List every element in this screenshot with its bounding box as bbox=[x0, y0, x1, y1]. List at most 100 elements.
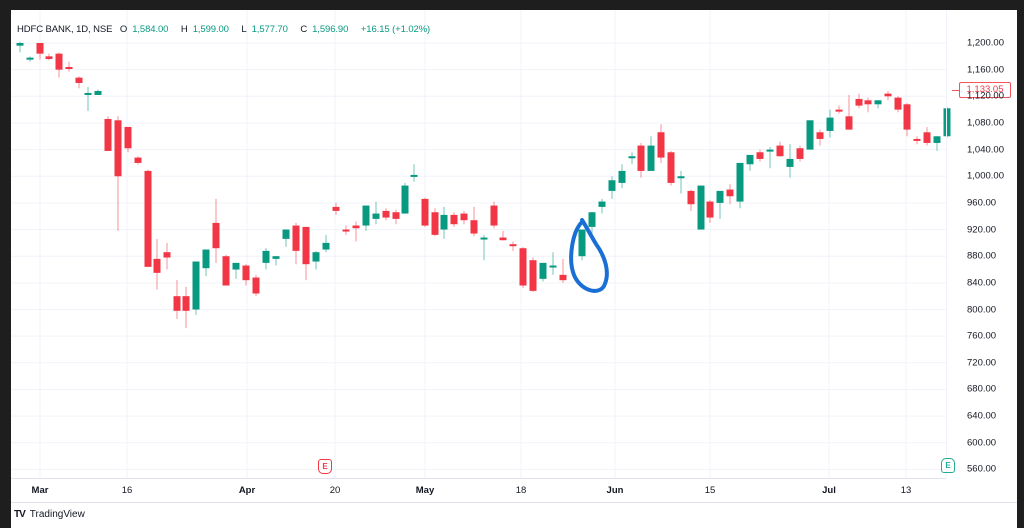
candle[interactable] bbox=[835, 105, 843, 114]
price-tick-label: 1,040.00 bbox=[967, 144, 1004, 156]
candle[interactable] bbox=[192, 261, 200, 315]
candle[interactable] bbox=[578, 229, 586, 261]
candle[interactable] bbox=[450, 212, 458, 227]
candle[interactable] bbox=[736, 162, 744, 209]
candle[interactable] bbox=[144, 169, 152, 267]
candle[interactable] bbox=[786, 144, 794, 178]
candle[interactable] bbox=[212, 198, 220, 263]
candle[interactable] bbox=[392, 209, 400, 225]
candle[interactable] bbox=[440, 206, 448, 239]
candle[interactable] bbox=[687, 189, 695, 211]
candle[interactable] bbox=[312, 250, 320, 270]
candle[interactable] bbox=[104, 116, 112, 151]
candle[interactable] bbox=[202, 249, 210, 277]
candle[interactable] bbox=[706, 200, 714, 223]
tradingview-logo-icon: TV bbox=[14, 509, 26, 520]
candle[interactable] bbox=[628, 152, 636, 165]
candle[interactable] bbox=[322, 234, 330, 253]
candle[interactable] bbox=[114, 116, 122, 231]
candle[interactable] bbox=[94, 89, 102, 95]
candle[interactable] bbox=[716, 190, 724, 219]
candle[interactable] bbox=[933, 136, 941, 151]
candle[interactable] bbox=[173, 280, 181, 319]
candle[interactable] bbox=[163, 242, 171, 270]
candle[interactable] bbox=[382, 208, 390, 221]
candle[interactable] bbox=[923, 126, 931, 146]
candle[interactable] bbox=[826, 109, 834, 138]
candle[interactable] bbox=[756, 149, 764, 162]
candle[interactable] bbox=[342, 225, 350, 235]
candle[interactable] bbox=[470, 206, 478, 237]
candle[interactable] bbox=[697, 185, 705, 230]
candle[interactable] bbox=[75, 76, 83, 89]
candle[interactable] bbox=[16, 41, 24, 53]
tradingview-brand[interactable]: TV TradingView bbox=[14, 509, 85, 520]
candle[interactable] bbox=[302, 226, 310, 281]
earnings-event-icon[interactable]: E bbox=[318, 459, 332, 474]
candle[interactable] bbox=[509, 241, 517, 251]
candle[interactable] bbox=[855, 93, 863, 109]
candle[interactable] bbox=[55, 52, 63, 78]
candle[interactable] bbox=[26, 56, 34, 62]
candle[interactable] bbox=[292, 222, 300, 265]
candle[interactable] bbox=[362, 205, 370, 231]
candle[interactable] bbox=[874, 100, 882, 109]
candle[interactable] bbox=[894, 96, 902, 113]
candle[interactable] bbox=[332, 202, 340, 215]
candle[interactable] bbox=[746, 154, 754, 171]
candle[interactable] bbox=[845, 94, 853, 130]
candle[interactable] bbox=[124, 126, 132, 153]
candle[interactable] bbox=[667, 150, 675, 186]
candle[interactable] bbox=[637, 142, 645, 178]
candle[interactable] bbox=[480, 234, 488, 261]
candle[interactable] bbox=[677, 170, 685, 194]
candle[interactable] bbox=[222, 254, 230, 286]
candle[interactable] bbox=[913, 136, 921, 145]
candle[interactable] bbox=[352, 221, 360, 242]
candle[interactable] bbox=[262, 248, 270, 270]
candle[interactable] bbox=[401, 182, 409, 214]
candle[interactable] bbox=[84, 86, 92, 111]
candle[interactable] bbox=[776, 141, 784, 157]
candle[interactable] bbox=[252, 274, 260, 297]
candle[interactable] bbox=[182, 286, 190, 329]
candle[interactable] bbox=[372, 201, 380, 225]
time-tick-label: Apr bbox=[238, 485, 256, 496]
candle[interactable] bbox=[232, 262, 240, 279]
candle[interactable] bbox=[134, 156, 142, 165]
candle[interactable] bbox=[519, 246, 527, 289]
candle[interactable] bbox=[608, 176, 616, 199]
candle[interactable] bbox=[943, 106, 951, 138]
candle[interactable] bbox=[529, 257, 537, 293]
candle[interactable] bbox=[499, 230, 507, 241]
candle[interactable] bbox=[282, 229, 290, 247]
candle[interactable] bbox=[65, 61, 73, 72]
candle[interactable] bbox=[903, 102, 911, 137]
candle[interactable] bbox=[618, 164, 626, 189]
candle[interactable] bbox=[421, 197, 429, 227]
candle[interactable] bbox=[796, 145, 804, 162]
candle[interactable] bbox=[45, 53, 53, 61]
candle[interactable] bbox=[598, 198, 606, 214]
candle[interactable] bbox=[766, 146, 774, 169]
candle[interactable] bbox=[884, 90, 892, 101]
candle[interactable] bbox=[410, 164, 418, 182]
candle[interactable] bbox=[726, 184, 734, 205]
candle[interactable] bbox=[539, 262, 547, 282]
candle[interactable] bbox=[864, 97, 872, 113]
candle[interactable] bbox=[647, 136, 655, 171]
candle[interactable] bbox=[816, 129, 824, 146]
candle[interactable] bbox=[36, 43, 44, 60]
candle[interactable] bbox=[242, 264, 250, 286]
candle[interactable] bbox=[549, 252, 557, 275]
candle[interactable] bbox=[153, 238, 161, 290]
candle[interactable] bbox=[272, 256, 280, 266]
candle[interactable] bbox=[490, 201, 498, 229]
candle[interactable] bbox=[806, 120, 814, 150]
candle[interactable] bbox=[431, 208, 439, 237]
candle[interactable] bbox=[657, 124, 665, 163]
candle[interactable] bbox=[559, 258, 567, 283]
earnings-event-icon[interactable]: E bbox=[941, 458, 955, 473]
candle[interactable] bbox=[460, 210, 468, 225]
